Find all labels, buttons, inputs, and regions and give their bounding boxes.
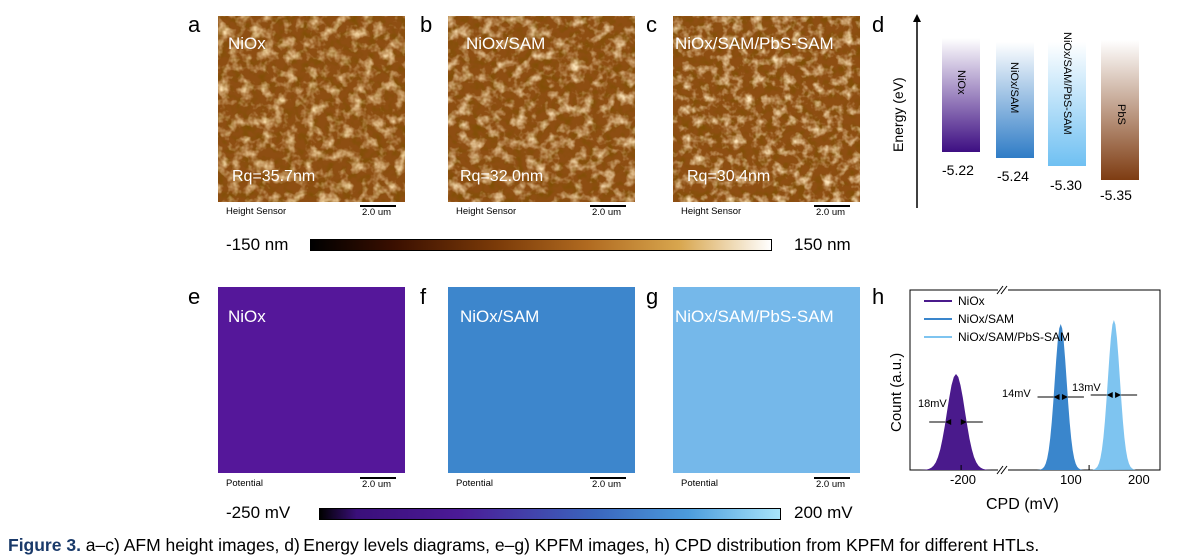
legend-label-niox-sam-pbs: NiOx/SAM/PbS-SAM — [958, 330, 1071, 344]
cpd-y-axis-label: Count (a.u.) — [888, 352, 905, 432]
fwhm-label-niox-sam: 14mV — [1002, 388, 1031, 400]
x-tick-label-2: 200 — [1128, 472, 1150, 487]
roughness-b: Rq=32.0nm — [460, 168, 544, 185]
legend-label-niox-sam: NiOx/SAM — [958, 312, 1015, 326]
panel-g-letter: g — [646, 284, 659, 309]
energy-bar-niox-sam — [996, 42, 1034, 158]
potential-colorbar — [319, 508, 781, 520]
roughness-a: Rq=35.7nm — [232, 168, 316, 185]
afm-label-c: NiOx/SAM/PbS-SAM — [675, 34, 834, 53]
panel-f-letter: f — [420, 284, 427, 309]
panel-b-letter: b — [420, 12, 433, 37]
cpd-chart-svg — [909, 285, 1161, 475]
energy-bar-label-niox-sam-pbs: NiOx/SAM/PbS-SAM — [1061, 32, 1073, 135]
scalebar-f — [590, 477, 626, 479]
cpd-peak-0 — [920, 374, 992, 470]
afm-caption-c: Height Sensor — [681, 206, 742, 217]
afm-image-c: NiOx/SAM/PbS-SAM Rq=30.4nm — [673, 16, 860, 202]
fwhm-arrow-head-0-left — [945, 419, 952, 425]
energy-value-niox-sam-pbs: -5.30 — [1050, 177, 1082, 193]
fwhm-arrow-head-1-right — [1061, 394, 1068, 400]
scalebar-a — [360, 205, 396, 207]
fwhm-label-niox-sam-pbs: 13mV — [1072, 382, 1101, 394]
scalebar-e — [360, 477, 396, 479]
potential-colorbar-min: -250 mV — [226, 503, 291, 522]
fwhm-arrow-head-1-left — [1053, 394, 1060, 400]
figure-caption-text: a–c) AFM height images, d) Energy levels… — [80, 535, 1040, 555]
scalebar-b — [590, 205, 626, 207]
energy-value-pbs: -5.35 — [1100, 187, 1132, 203]
kpfm-caption-f: Potential — [456, 478, 493, 489]
kpfm-label-e: NiOx — [228, 307, 266, 326]
cpd-peak-2 — [1089, 320, 1138, 470]
afm-texture-a — [218, 16, 405, 202]
afm-label-a: NiOx — [228, 34, 266, 53]
height-colorbar — [310, 239, 772, 251]
fwhm-arrow-head-0-right — [960, 419, 967, 425]
potential-colorbar-max: 200 mV — [794, 503, 853, 522]
energy-bar-pbs — [1101, 40, 1139, 180]
afm-caption-a: Height Sensor — [226, 206, 287, 217]
height-colorbar-min: -150 nm — [226, 235, 289, 254]
panel-e-letter: e — [188, 284, 201, 309]
height-colorbar-max: 150 nm — [794, 235, 851, 254]
panel-h-letter: h — [872, 284, 885, 309]
energy-bar-label-niox: NiOx — [955, 70, 967, 95]
scalebar-label-f: 2.0 um — [592, 479, 622, 490]
afm-image-a: NiOx Rq=35.7nm — [218, 16, 405, 202]
x-tick-label-1: 100 — [1060, 472, 1082, 487]
afm-texture-b — [448, 16, 635, 202]
axis-break-marks — [996, 285, 1008, 475]
kpfm-image-e: NiOx — [218, 287, 405, 473]
scalebar-label-b: 2.0 um — [592, 207, 622, 218]
panel-d-letter: d — [872, 12, 885, 37]
kpfm-label-g: NiOx/SAM/PbS-SAM — [675, 307, 834, 326]
afm-image-b: NiOx/SAM Rq=32.0nm — [448, 16, 635, 202]
panel-c-letter: c — [646, 12, 657, 37]
energy-bar-niox-sam-pbs — [1048, 42, 1086, 166]
roughness-c: Rq=30.4nm — [687, 168, 771, 185]
kpfm-image-f: NiOx/SAM — [448, 287, 635, 473]
energy-value-niox-sam: -5.24 — [997, 168, 1029, 184]
scalebar-g — [814, 477, 850, 479]
energy-bar-niox — [942, 38, 980, 152]
kpfm-image-g: NiOx/SAM/PbS-SAM — [673, 287, 860, 473]
kpfm-caption-e: Potential — [226, 478, 263, 489]
cpd-x-axis-label: CPD (mV) — [986, 496, 1059, 513]
afm-texture-c — [673, 16, 860, 202]
x-tick-label-0: -200 — [950, 472, 977, 487]
fwhm-arrow-head-2-right — [1115, 392, 1122, 398]
figure-caption: Figure 3. a–c) AFM height images, d) Ene… — [8, 535, 1039, 556]
panel-a-letter: a — [188, 12, 201, 37]
cpd-chart: NiOx NiOx/SAM NiOx/SAM/PbS-SAM 18mV 14mV… — [880, 284, 1170, 524]
fwhm-label-niox: 18mV — [918, 398, 947, 410]
energy-axis-label: Energy (eV) — [890, 77, 906, 152]
afm-label-b: NiOx/SAM — [466, 34, 546, 53]
energy-diagram-svg — [913, 14, 1139, 208]
energy-diagram: Energy (eV) NiOx NiOx/SAM NiOx/SAM/PbS-S… — [880, 12, 1150, 222]
cpd-plot-frame — [909, 289, 1161, 471]
scalebar-c — [814, 205, 850, 207]
scalebar-label-c: 2.0 um — [816, 207, 846, 218]
energy-value-niox: -5.22 — [942, 162, 974, 178]
figure-number: Figure 3. — [8, 535, 81, 555]
afm-caption-b: Height Sensor — [456, 206, 517, 217]
energy-axis-arrow — [913, 14, 921, 22]
scalebar-label-g: 2.0 um — [816, 479, 846, 490]
kpfm-caption-g: Potential — [681, 478, 718, 489]
scalebar-label-e: 2.0 um — [362, 479, 392, 490]
fwhm-arrow-head-2-left — [1106, 392, 1113, 398]
kpfm-label-f: NiOx/SAM — [460, 307, 540, 326]
energy-bar-label-pbs: PbS — [1115, 104, 1127, 125]
energy-bar-label-niox-sam: NiOx/SAM — [1008, 62, 1020, 114]
legend-label-niox: NiOx — [958, 294, 985, 308]
scalebar-label-a: 2.0 um — [362, 207, 392, 218]
cpd-peak-1 — [1036, 324, 1085, 470]
